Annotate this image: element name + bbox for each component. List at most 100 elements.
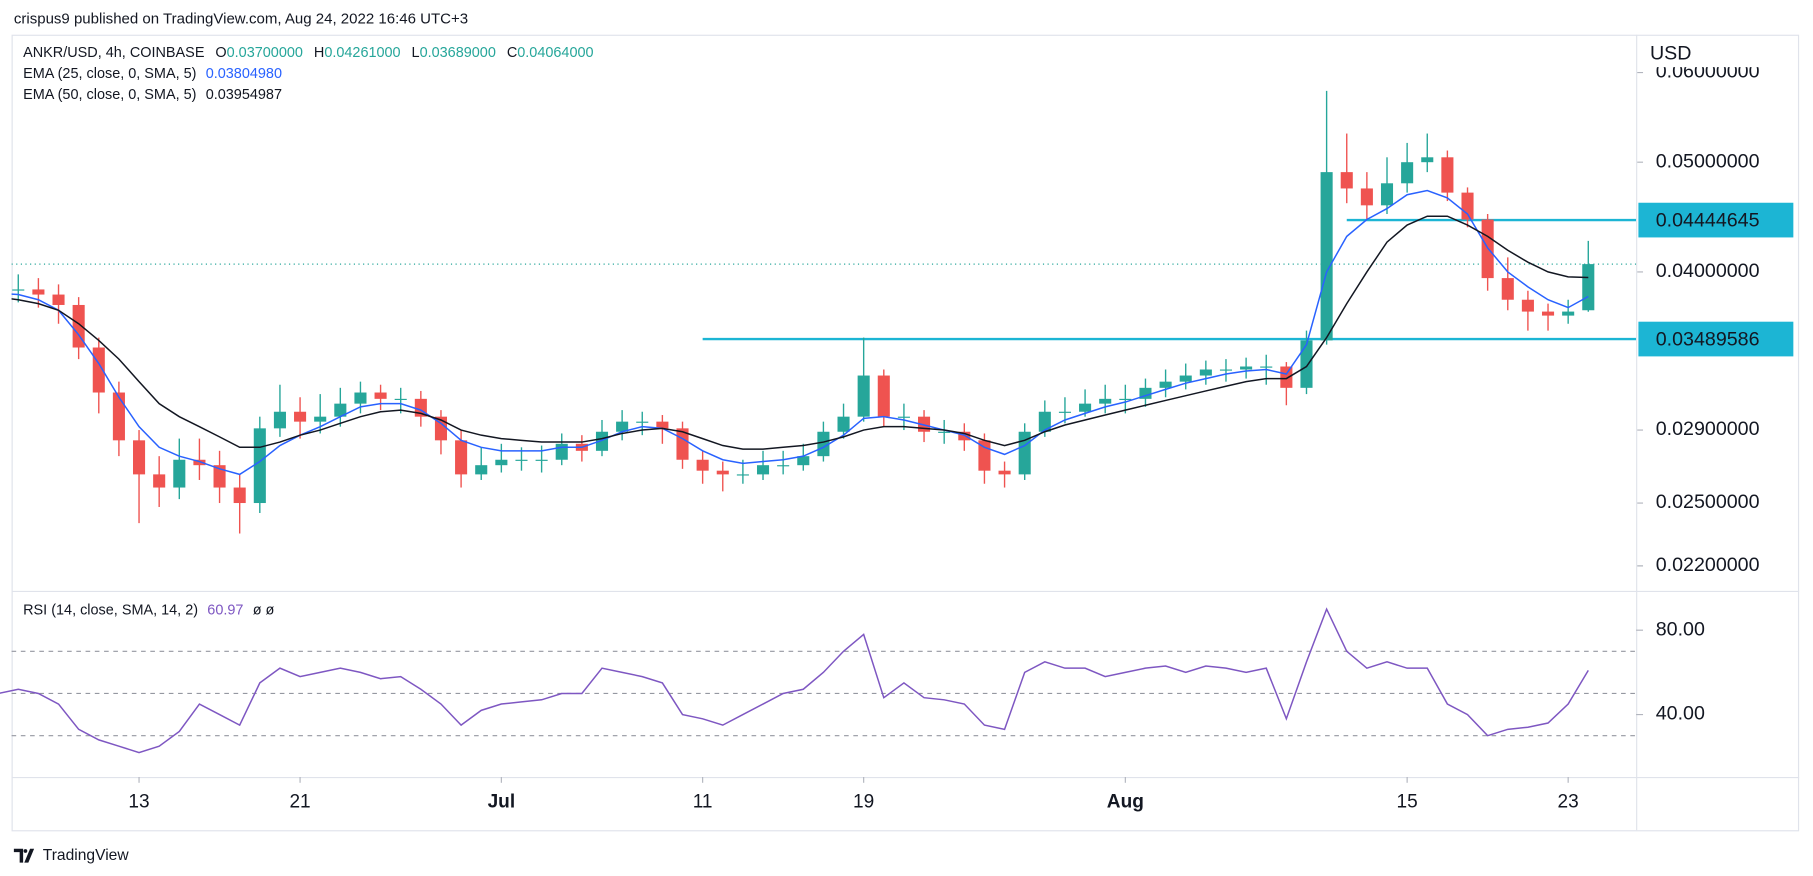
candle-body: [676, 428, 689, 460]
price-scale: 0.06000000 0.05000000 0.04000000 0.02900000…: [1637, 67, 1760, 576]
candle-body: [475, 465, 488, 475]
candle-body: [455, 440, 468, 475]
ema-line: [11, 189, 1589, 476]
candle-body: [555, 443, 568, 460]
candle-body: [1179, 375, 1192, 382]
candle-body: [1320, 172, 1333, 341]
candle-body: [656, 421, 669, 429]
candle-body: [1541, 311, 1555, 316]
candle-body: [1058, 411, 1071, 413]
candle-body: [1079, 403, 1092, 412]
candle-body: [897, 416, 910, 418]
candle-body: [1240, 366, 1253, 370]
candle-body: [817, 431, 830, 457]
candle-body: [374, 392, 387, 399]
candle-body: [1300, 340, 1313, 388]
candle-body: [777, 465, 790, 467]
ema-legend: EMA (25, close, 0, SMA, 5) 0.03804980: [23, 66, 282, 82]
ohlc-key: L: [412, 45, 420, 61]
x-tick-label: 13: [128, 791, 149, 812]
brand: TradingView: [43, 847, 130, 864]
header: crispus9 published on TradingView.com, A…: [14, 11, 468, 28]
y-tick-label: 0.02200000: [1656, 554, 1760, 576]
candle-body: [273, 411, 286, 429]
rsi-legend: RSI (14, close, SMA, 14, 2) 60.97 ø ø: [23, 602, 274, 618]
x-tick-label: 19: [853, 791, 874, 812]
ema-legend: EMA (50, close, 0, SMA, 5) 0.03954987: [23, 87, 282, 103]
candle-body: [1119, 398, 1132, 400]
x-tick-label: 23: [1558, 791, 1579, 812]
candle-body: [1401, 162, 1414, 184]
candle-body: [837, 416, 850, 432]
y-tick-label: 0.04000000: [1656, 260, 1760, 282]
candle-body: [1461, 192, 1474, 220]
candle-body: [0, 284, 4, 289]
candle-body: [515, 459, 528, 461]
candle-body: [716, 470, 729, 475]
level-label: 0.04444645: [1656, 209, 1760, 231]
candle-body: [1562, 311, 1575, 316]
candle-body: [495, 459, 508, 466]
candle-body: [877, 375, 890, 417]
currency: USD: [1650, 43, 1691, 65]
candle-body: [1038, 411, 1051, 432]
ohlc-key: O: [215, 45, 226, 61]
x-tick-label: 15: [1397, 791, 1418, 812]
symbol-legend: ANKR/USD, 4h, COINBASE O0.03700000 H 0.04…: [23, 45, 593, 61]
level-label-box: [1638, 321, 1794, 357]
ema-name: EMA (50, close, 0, SMA, 5): [23, 87, 196, 103]
ohlc-key: H: [314, 45, 324, 61]
candle-body: [1139, 387, 1152, 399]
candle-body: [998, 470, 1011, 475]
candle-body: [314, 416, 327, 422]
y-tick-label: 80.00: [1656, 618, 1705, 640]
candle-body: [756, 465, 770, 475]
candle-body: [32, 289, 45, 295]
candle-body: [294, 411, 307, 422]
ohlc-value: 0.03689000: [420, 45, 496, 61]
candle-body: [334, 403, 347, 417]
level-label: 0.03489586: [1656, 328, 1760, 350]
ema-value: 0.03954987: [206, 87, 282, 103]
ohlc-key: C: [507, 45, 517, 61]
ema-value: 0.03804980: [206, 66, 282, 82]
x-tick-label: 21: [289, 791, 310, 812]
ohlc-value: 0.04064000: [517, 45, 593, 61]
candle-body: [133, 440, 146, 475]
candle-body: [535, 459, 548, 461]
candle-body: [636, 421, 649, 423]
rsi-name: RSI (14, close, SMA, 14, 2): [23, 602, 198, 618]
candle-body: [1441, 157, 1454, 193]
y-tick-label: 0.05000000: [1656, 150, 1760, 172]
ohlc-value: 0.03700000: [227, 45, 303, 61]
candle-body: [394, 398, 407, 400]
rsi-status: ø ø: [253, 602, 275, 618]
candle-body: [1340, 172, 1353, 189]
rsi-value: 60.97: [207, 602, 243, 618]
candle-body: [797, 456, 810, 466]
candle-body: [1421, 157, 1434, 163]
x-tick-label: 11: [693, 791, 713, 812]
candle-body: [213, 465, 226, 488]
frame: [11, 34, 1800, 832]
symbol: ANKR/USD, 4h, COINBASE: [23, 45, 205, 61]
candle-body: [857, 375, 870, 417]
x-tick-label: Aug: [1107, 791, 1144, 812]
y-tick-label: 0.02500000: [1656, 491, 1760, 513]
candle-body: [1199, 369, 1212, 376]
candle-body: [595, 431, 609, 451]
candle-body: [616, 421, 629, 432]
candle-body: [253, 428, 266, 504]
candle-body: [1380, 183, 1394, 206]
level-label-box: [1638, 202, 1794, 238]
candle-body: [1582, 264, 1595, 311]
candle-body: [1280, 366, 1293, 388]
candle-body: [153, 474, 166, 488]
candle-body: [52, 294, 65, 305]
rsi-line: [0, 607, 1589, 754]
candle-body: [696, 459, 709, 471]
candle-body: [173, 459, 186, 488]
x-tick-label: Jul: [488, 791, 516, 812]
